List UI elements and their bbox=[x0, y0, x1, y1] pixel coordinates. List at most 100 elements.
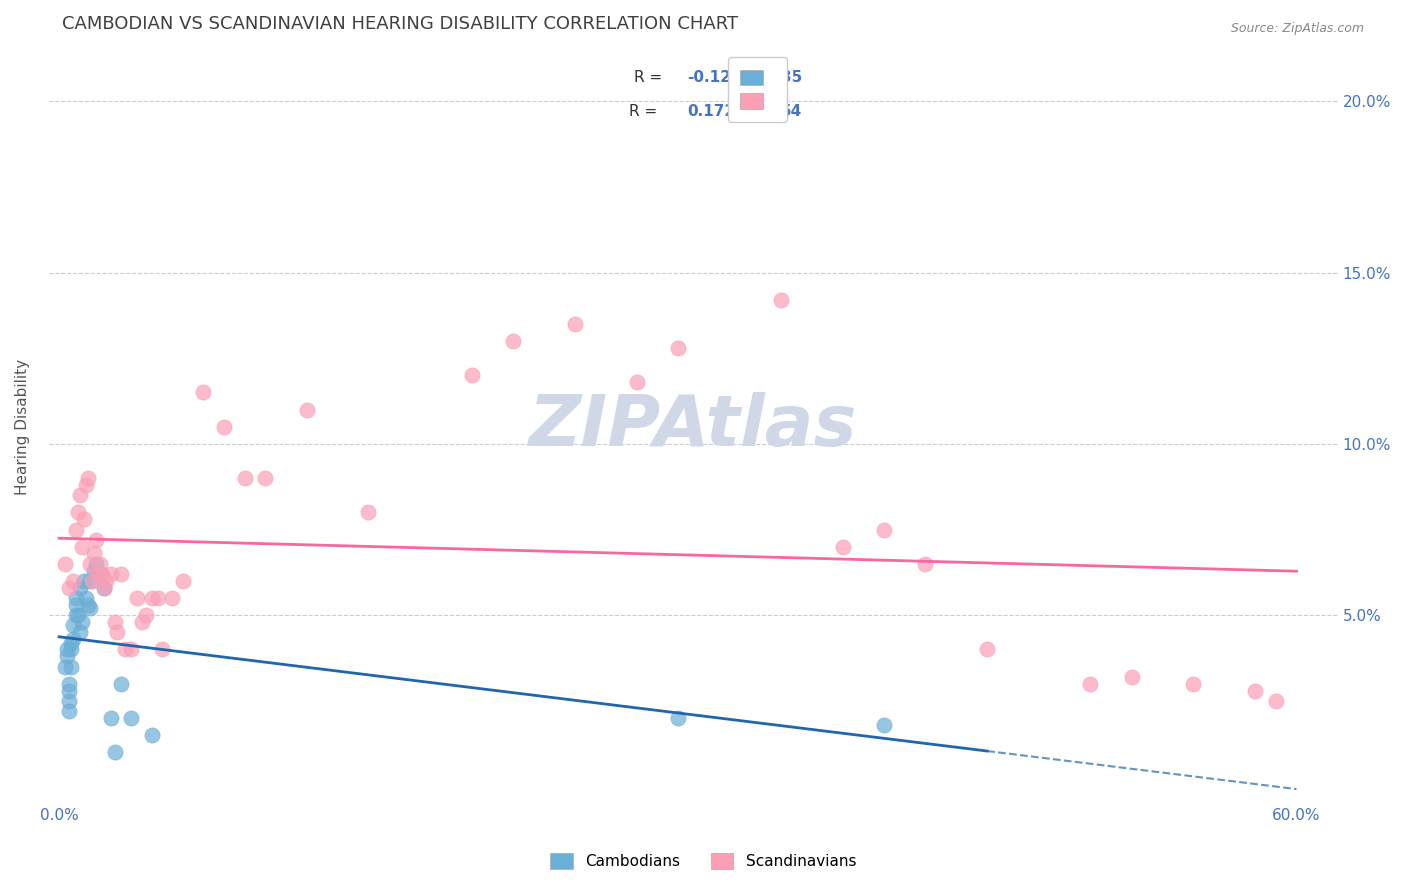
Point bbox=[77, 471, 100, 485]
Point bbox=[105, 625, 128, 640]
Point bbox=[58, 683, 80, 698]
Point bbox=[769, 293, 792, 307]
Point bbox=[873, 523, 896, 537]
Point bbox=[100, 567, 122, 582]
Point bbox=[58, 676, 80, 690]
Point bbox=[62, 574, 84, 588]
Point bbox=[502, 334, 524, 348]
Text: N =: N = bbox=[730, 70, 763, 86]
Point bbox=[120, 642, 142, 657]
Point bbox=[135, 608, 157, 623]
Text: -0.122: -0.122 bbox=[686, 70, 741, 86]
Point bbox=[104, 615, 127, 629]
Point bbox=[66, 608, 89, 623]
Text: R =: R = bbox=[634, 70, 668, 86]
Point bbox=[66, 505, 89, 519]
Point bbox=[79, 601, 101, 615]
Point bbox=[100, 711, 122, 725]
Text: ZIPAtlas: ZIPAtlas bbox=[529, 392, 858, 461]
Point bbox=[93, 581, 115, 595]
Point bbox=[914, 557, 936, 571]
Point bbox=[62, 618, 84, 632]
Point bbox=[666, 341, 689, 355]
Point bbox=[75, 591, 97, 605]
Point bbox=[162, 591, 184, 605]
Point bbox=[104, 745, 127, 759]
Point bbox=[65, 608, 87, 623]
Point bbox=[110, 567, 132, 582]
Point bbox=[93, 581, 115, 595]
Text: R =: R = bbox=[630, 104, 668, 120]
Point bbox=[70, 615, 93, 629]
Text: 35: 35 bbox=[780, 70, 803, 86]
Point bbox=[56, 649, 79, 664]
Point bbox=[1244, 683, 1267, 698]
Point bbox=[110, 676, 132, 690]
Point bbox=[62, 632, 84, 647]
Point bbox=[56, 642, 79, 657]
Point bbox=[75, 478, 97, 492]
Point bbox=[120, 711, 142, 725]
Point bbox=[1121, 670, 1143, 684]
Point bbox=[193, 385, 215, 400]
Point bbox=[79, 574, 101, 588]
Text: 54: 54 bbox=[780, 104, 803, 120]
Point bbox=[58, 704, 80, 718]
Point bbox=[976, 642, 998, 657]
Point bbox=[212, 419, 235, 434]
Y-axis label: Hearing Disability: Hearing Disability bbox=[15, 359, 30, 495]
Point bbox=[89, 567, 111, 582]
Point bbox=[131, 615, 153, 629]
Point bbox=[150, 642, 173, 657]
Point bbox=[58, 581, 80, 595]
Point bbox=[70, 540, 93, 554]
Point bbox=[91, 567, 114, 582]
Point bbox=[87, 567, 110, 582]
Point bbox=[53, 659, 76, 673]
Point bbox=[666, 711, 689, 725]
Point bbox=[60, 642, 83, 657]
Point bbox=[1182, 676, 1205, 690]
Point bbox=[69, 488, 91, 502]
Point bbox=[295, 402, 318, 417]
Text: Source: ZipAtlas.com: Source: ZipAtlas.com bbox=[1230, 22, 1364, 36]
Legend: Cambodians, Scandinavians: Cambodians, Scandinavians bbox=[544, 847, 862, 875]
Point bbox=[80, 574, 103, 588]
Point bbox=[58, 694, 80, 708]
Point bbox=[83, 564, 105, 578]
Point bbox=[233, 471, 256, 485]
Point bbox=[141, 728, 163, 742]
Text: CAMBODIAN VS SCANDINAVIAN HEARING DISABILITY CORRELATION CHART: CAMBODIAN VS SCANDINAVIAN HEARING DISABI… bbox=[62, 15, 738, 33]
Point bbox=[60, 635, 83, 649]
Point bbox=[1078, 676, 1101, 690]
Point bbox=[873, 718, 896, 732]
Point bbox=[172, 574, 194, 588]
Point bbox=[127, 591, 149, 605]
Point bbox=[141, 591, 163, 605]
Point bbox=[564, 317, 586, 331]
Point bbox=[69, 625, 91, 640]
Point bbox=[1264, 694, 1286, 708]
Point bbox=[65, 523, 87, 537]
Point bbox=[83, 547, 105, 561]
Point bbox=[831, 540, 853, 554]
Point bbox=[460, 368, 482, 383]
Point bbox=[79, 557, 101, 571]
Point bbox=[53, 557, 76, 571]
Point bbox=[114, 642, 136, 657]
Point bbox=[60, 659, 83, 673]
Point bbox=[84, 533, 107, 547]
Legend: , : , bbox=[728, 57, 787, 121]
Point bbox=[69, 581, 91, 595]
Point bbox=[96, 574, 118, 588]
Point bbox=[65, 591, 87, 605]
Point bbox=[65, 598, 87, 612]
Text: N =: N = bbox=[730, 104, 763, 120]
Point bbox=[77, 598, 100, 612]
Point bbox=[84, 557, 107, 571]
Text: 0.172: 0.172 bbox=[686, 104, 735, 120]
Point bbox=[73, 512, 96, 526]
Point bbox=[89, 557, 111, 571]
Point bbox=[357, 505, 380, 519]
Point bbox=[254, 471, 277, 485]
